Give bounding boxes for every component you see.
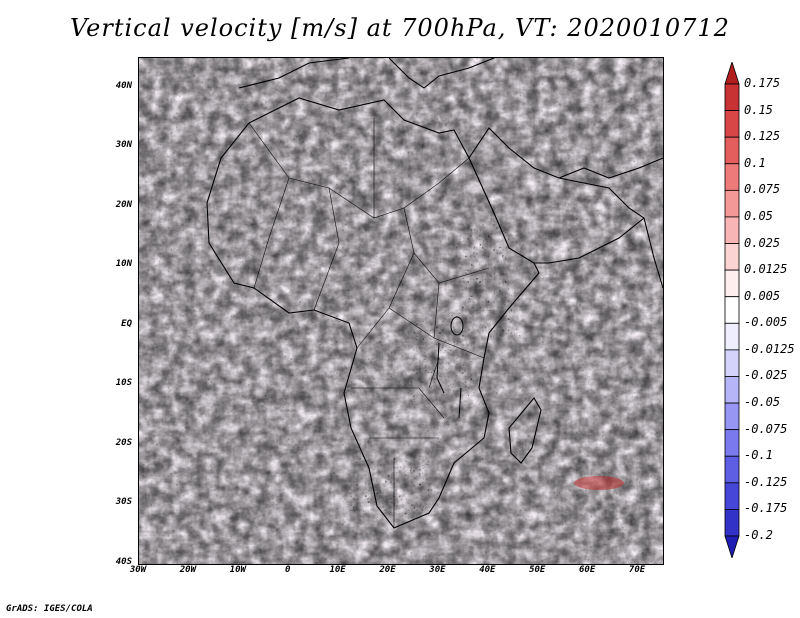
coastlines bbox=[206, 58, 663, 529]
colorbar-label: 0.175 bbox=[744, 76, 781, 90]
colorbar-swatch bbox=[724, 136, 740, 165]
colorbar-swatch bbox=[724, 402, 740, 431]
colorbar-swatch bbox=[724, 349, 740, 377]
lon-tick-label: 20E bbox=[379, 565, 396, 575]
lat-tick-label: 30S bbox=[115, 497, 132, 508]
lon-tick-label: 70E bbox=[628, 565, 646, 575]
persian-gulf-coastline bbox=[558, 157, 663, 179]
colorbar-swatch bbox=[724, 535, 740, 558]
lon-tick-label: 40E bbox=[479, 565, 496, 575]
colorbar-label: 0.15 bbox=[744, 102, 773, 117]
lat-tick-label: 20S bbox=[115, 437, 132, 448]
lat-tick-label: 30N bbox=[115, 140, 132, 151]
colorbar-label: -0.0125 bbox=[744, 341, 795, 356]
map-title: Vertical velocity [m/s] at 700hPa, VT: 2… bbox=[70, 14, 730, 42]
colorbar-label: 0.025 bbox=[744, 235, 781, 250]
madagascar-coastline bbox=[508, 397, 542, 464]
lat-tick-label: 10S bbox=[115, 378, 132, 389]
lon-tick-label: 30E bbox=[429, 565, 446, 575]
colorbar-label: 0.0125 bbox=[744, 262, 788, 277]
lat-tick-label: 40N bbox=[115, 80, 132, 91]
lon-tick-label: 20W bbox=[179, 565, 197, 575]
colorbar-swatch bbox=[724, 296, 740, 324]
colorbar-label: -0.2 bbox=[744, 528, 773, 542]
colorbar-label: -0.175 bbox=[744, 501, 788, 516]
lakes bbox=[436, 316, 464, 419]
colorbar-swatch bbox=[724, 482, 740, 510]
lat-tick-label: 20N bbox=[115, 199, 132, 210]
lon-tick-label: 50E bbox=[529, 565, 546, 575]
colorbar-swatch bbox=[724, 429, 740, 457]
lon-tick-label: 30W bbox=[129, 565, 147, 575]
colorbar-label: 0.1 bbox=[744, 155, 766, 170]
colorbar-swatch bbox=[724, 243, 740, 271]
colorbar-swatch bbox=[724, 455, 740, 484]
lon-tick-label: 10W bbox=[229, 565, 246, 575]
colorbar-label: -0.025 bbox=[744, 368, 788, 383]
lat-tick-label: EQ bbox=[121, 318, 132, 329]
country-borders bbox=[248, 118, 490, 528]
colorbar-label: -0.075 bbox=[744, 421, 788, 436]
colorbar-label: 0.075 bbox=[744, 182, 781, 197]
india-coastline bbox=[643, 217, 663, 289]
lon-tick-label: 0 bbox=[284, 565, 291, 575]
footer-credit: GrADS: IGES/COLA bbox=[6, 604, 93, 614]
colorbar-label: -0.005 bbox=[744, 315, 788, 330]
colorbar-label: 0.125 bbox=[744, 129, 781, 144]
vertical-velocity-field bbox=[139, 58, 663, 564]
lat-tick-label: 10N bbox=[115, 259, 132, 270]
colorbar-swatch bbox=[724, 216, 740, 244]
colorbar-swatch bbox=[724, 322, 740, 351]
map-plot-area bbox=[138, 57, 664, 565]
colorbar-swatch bbox=[724, 163, 740, 191]
arabia-coastline bbox=[468, 127, 645, 264]
colorbar-swatch bbox=[724, 509, 740, 537]
lat-tick-label: 40S bbox=[115, 557, 132, 567]
colorbar-label: -0.05 bbox=[744, 395, 781, 410]
colorbar-swatch bbox=[724, 83, 740, 111]
lon-tick-label: 60E bbox=[579, 565, 596, 575]
colorbar-swatch bbox=[724, 189, 740, 218]
lon-tick-label: 10E bbox=[329, 565, 346, 575]
colorbar-swatch bbox=[724, 376, 740, 404]
colorbar-swatch bbox=[724, 269, 740, 298]
europe-coastline bbox=[238, 58, 495, 89]
intense-convection-zones bbox=[349, 228, 624, 518]
colorbar-swatch bbox=[724, 110, 740, 138]
colorbar bbox=[724, 62, 740, 558]
colorbar-swatch bbox=[724, 62, 740, 85]
colorbar-label: 0.05 bbox=[744, 208, 773, 223]
colorbar-label: -0.1 bbox=[744, 448, 773, 463]
africa-coastline bbox=[206, 97, 540, 529]
colorbar-label: -0.125 bbox=[744, 474, 788, 489]
colorbar-label: 0.005 bbox=[744, 288, 781, 303]
